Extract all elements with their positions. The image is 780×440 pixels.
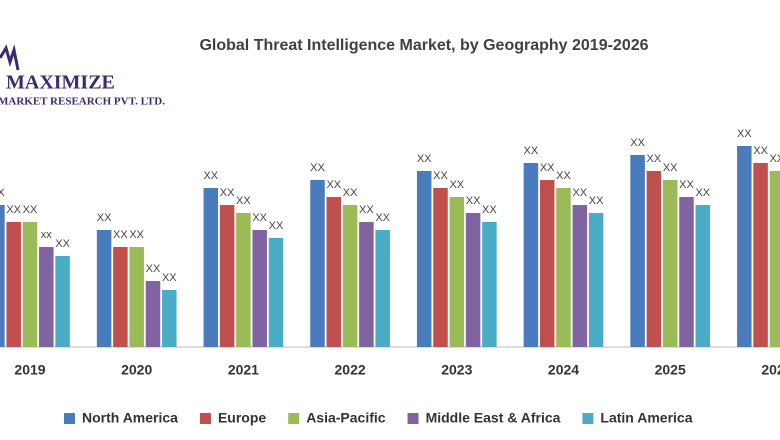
bar [737,146,752,347]
data-label: XX [449,179,464,191]
data-label: XX [556,170,571,182]
x-tick-label: 2023 [441,362,472,378]
data-label: XX [524,145,539,157]
legend-swatch [288,413,300,424]
bar [162,290,177,347]
x-tick-label: 2022 [335,362,366,378]
x-tick-label: 2026 [761,362,780,378]
data-label: XX [753,145,768,157]
data-label: XX [679,179,694,191]
bar [679,197,694,347]
data-label: XX [540,162,555,174]
bar [465,213,481,347]
data-label: XX [417,153,432,165]
data-label: XX [359,204,374,216]
x-tick-label: 2021 [228,362,259,378]
data-label: XX [589,195,604,207]
data-label: XX [770,153,780,165]
data-label: XX [647,153,662,165]
legend-swatch [582,413,594,424]
data-label: XX [6,204,21,216]
bar [662,180,678,347]
x-tick-label: 2020 [121,362,152,378]
data-label: XX [203,170,218,182]
legend-swatch [199,413,211,424]
bar [145,281,161,347]
bar [55,256,70,347]
bar [375,230,390,347]
x-tick-label: 2025 [655,362,686,378]
data-label: XX [737,128,752,140]
bar [0,205,5,347]
data-label: XX [695,187,710,199]
bar [433,188,448,347]
bar [310,180,325,347]
data-label: XX [375,212,390,224]
bar [236,213,251,347]
bar [539,180,555,347]
data-label: XX [466,195,481,207]
chart-title: Global Threat Intelligence Market, by Ge… [199,37,648,54]
bar [482,222,497,347]
data-label: XX [269,220,284,232]
logo-icon [0,44,20,71]
data-label: XX [310,162,325,174]
bar [39,247,54,347]
data-label: XX [572,187,587,199]
data-label: XX [23,204,38,216]
data-label: XX [236,195,251,207]
data-label: XX [630,137,645,149]
bar [203,188,219,347]
x-tick-label: 2024 [548,362,579,378]
data-label: XX [252,212,267,224]
data-label: XX [162,272,177,284]
bar [416,171,432,347]
legend-label: Middle East & Africa [426,410,561,426]
data-label: XX [433,170,448,182]
legend-label: Europe [218,410,266,426]
bar [359,222,374,347]
bar [630,155,645,347]
legend-swatch [407,413,419,424]
data-label: XX [146,263,161,275]
logo-name: MAXIMIZE [6,72,115,94]
legend-label: Latin America [600,410,692,426]
bar [588,213,604,347]
bar [753,163,768,347]
bar [556,188,571,347]
logo-tagline: MARKET RESEARCH PVT. LTD. [0,96,165,108]
data-label: XX [0,187,5,199]
legend-label: North America [82,410,178,426]
bar [769,171,780,347]
data-label: XX [129,229,144,241]
bar [219,205,235,347]
data-label: XX [97,212,112,224]
x-tick-label: 2019 [14,362,45,378]
bar [6,222,21,347]
data-label: XX [326,179,341,191]
bar [252,230,267,347]
data-label: XX [482,204,497,216]
data-label: XX [220,187,235,199]
legend-label: Asia-Pacific [306,410,386,426]
bar [342,205,358,347]
data-label: XX [663,162,678,174]
bar [268,238,284,347]
bar [572,205,588,347]
bar [113,247,128,347]
bar [646,171,662,347]
data-label: xx [41,229,53,241]
bar [22,222,38,347]
bar [326,197,342,347]
legend-swatch [64,413,75,424]
bar [523,163,539,347]
data-label: XX [343,187,358,199]
bar [449,197,465,347]
bar [129,247,144,347]
data-label: XX [113,229,128,241]
bar [96,230,112,347]
bar [695,205,711,347]
data-label: XX [55,238,70,250]
